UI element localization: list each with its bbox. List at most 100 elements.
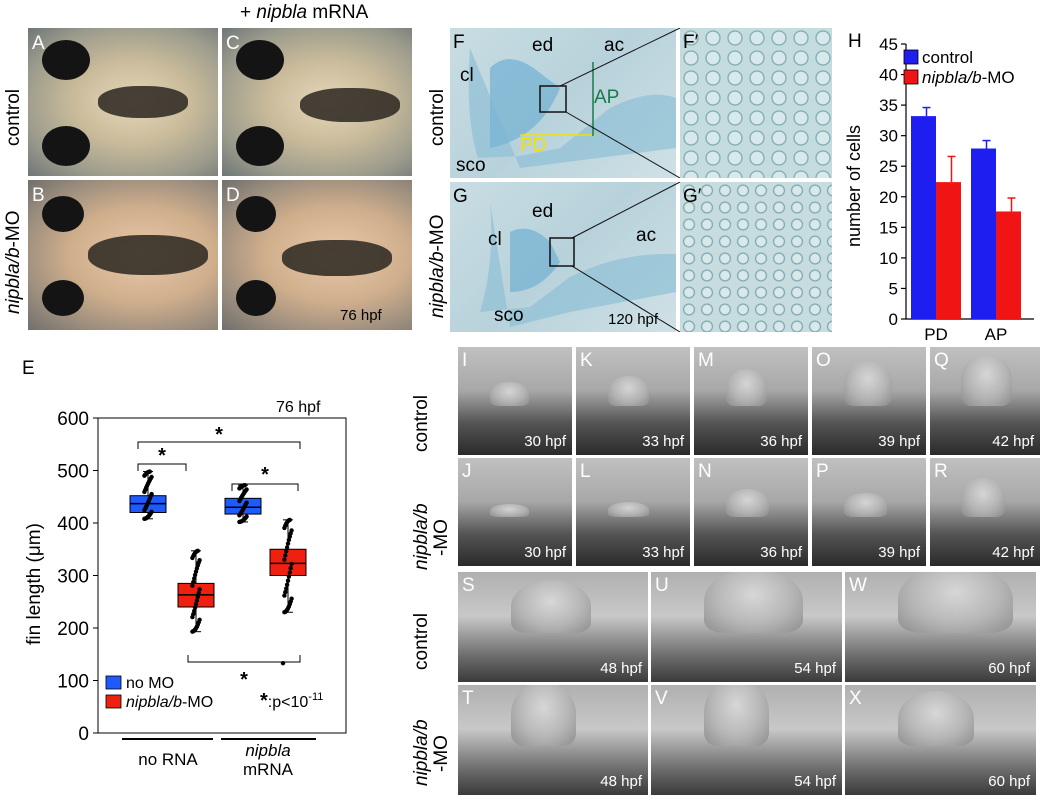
legend-swatch-mo xyxy=(105,694,122,709)
y-tick-label: 200 xyxy=(57,619,89,640)
panel-d-time: 76 hpf xyxy=(340,307,382,324)
y-tick-label: 40 xyxy=(879,66,898,85)
y-tick-label: 600 xyxy=(57,409,89,430)
time-label: 60 hpf xyxy=(988,660,1030,677)
data-point xyxy=(283,553,288,558)
data-point xyxy=(289,528,294,533)
panel-letter-e: E xyxy=(22,358,35,379)
legend-label-control: control xyxy=(922,48,973,67)
fin-bud-shape xyxy=(961,478,1005,517)
pigment-shape xyxy=(282,240,392,276)
data-point xyxy=(288,565,293,571)
fin-bud-shape xyxy=(898,691,974,746)
panel-a-row-mo: nipbla/b-MO xyxy=(3,210,24,315)
y-tick-label: 400 xyxy=(57,514,89,535)
label-ap: AP xyxy=(594,87,620,108)
y-tick-label: 35 xyxy=(879,96,898,115)
time-label: 30 hpf xyxy=(524,433,566,450)
pigment-shape xyxy=(88,235,208,275)
panel-letter-f: F xyxy=(453,32,465,53)
timecourse-tile: J 30 hpf xyxy=(458,458,572,566)
fin-bud-shape xyxy=(704,572,803,633)
data-point xyxy=(149,474,154,480)
y-tick-label: 15 xyxy=(879,218,898,237)
data-point xyxy=(194,598,200,603)
data-point xyxy=(191,579,196,585)
time-label: 42 hpf xyxy=(992,433,1034,450)
panel-g-time: 120 hpf xyxy=(608,311,659,328)
fin-bud-shape xyxy=(844,493,887,517)
data-point xyxy=(284,586,289,591)
data-point xyxy=(282,557,287,562)
data-point xyxy=(195,548,200,554)
fin-bud-shape xyxy=(704,685,769,746)
panel-letter-c: C xyxy=(226,33,240,54)
data-point xyxy=(195,594,200,600)
panel-j-row-mo-rest: -MO xyxy=(431,519,452,556)
panel-letter-g: G xyxy=(453,186,468,207)
zoom-lines-g xyxy=(572,182,681,332)
bar xyxy=(971,148,996,319)
sig-bracket xyxy=(137,441,301,449)
zoom-lines-f xyxy=(560,28,681,178)
data-point xyxy=(192,572,198,578)
data-point xyxy=(244,514,249,519)
legend-swatch-control xyxy=(903,49,919,65)
label-ed: ed xyxy=(532,35,554,56)
data-point xyxy=(192,608,197,614)
eye-shape xyxy=(236,196,276,232)
panel-f-image: F cl ed ac AP PD sco xyxy=(450,28,676,178)
legend-label-mo: nipbla/b-MO xyxy=(922,68,1015,87)
data-point xyxy=(149,509,154,515)
panel-i-row-control: control xyxy=(411,394,432,452)
legend-label-no-mo: no MO xyxy=(126,675,174,692)
timecourse-tile: Q 42 hpf xyxy=(930,347,1040,455)
timecourse-tile: V 54 hpf xyxy=(651,685,842,795)
box xyxy=(269,548,307,576)
fin-bud-shape xyxy=(511,580,591,633)
panel-letter: L xyxy=(580,461,591,482)
panel-letter: J xyxy=(462,461,472,482)
fin-bud-shape xyxy=(608,376,649,406)
time-label: 48 hpf xyxy=(600,773,642,790)
panel-t-row-mo-gene: nipbla/b xyxy=(411,719,432,786)
y-tick-label: 100 xyxy=(57,672,89,693)
timecourse-tile: K 33 hpf xyxy=(576,347,690,455)
bar xyxy=(996,211,1021,319)
y-tick-label: 0 xyxy=(78,724,89,745)
eye-shape xyxy=(42,126,90,166)
timecourse-tile: M 36 hpf xyxy=(694,347,808,455)
data-point xyxy=(284,549,289,554)
panel-a-image: A xyxy=(28,28,218,176)
bar-chart: number of cells 0 5 10 15 20 25 30 35 40 45 PD AP c… xyxy=(844,36,1034,344)
x-tick-label: PD xyxy=(924,325,948,344)
data-point xyxy=(197,587,202,592)
y-axis-label: fin length (μm) xyxy=(24,523,45,645)
legend-swatch-mo xyxy=(903,69,919,85)
y-tick-label: 0 xyxy=(889,310,898,329)
timecourse-tile: R 42 hpf xyxy=(930,458,1040,566)
panel-letter: I xyxy=(462,350,468,371)
panel-letter: V xyxy=(655,688,668,709)
fin-bud-shape xyxy=(726,369,767,406)
data-point xyxy=(287,517,292,523)
panel-c-image: C xyxy=(222,28,412,176)
data-point xyxy=(192,605,198,610)
data-point xyxy=(244,487,249,492)
timecourse-tile: O 39 hpf xyxy=(812,347,926,455)
sig-bracket xyxy=(137,463,187,471)
bar xyxy=(911,116,936,319)
panel-letter-a: A xyxy=(32,33,45,54)
data-point xyxy=(197,617,202,623)
panel-f-row-control: control xyxy=(427,88,448,146)
box-plot: 76 hpf fin length (μm) 0 100 200 300 400 500 6… xyxy=(24,399,347,779)
pigment-shape xyxy=(300,88,400,122)
data-point xyxy=(286,574,292,579)
fin-drawing xyxy=(468,48,676,168)
data-point xyxy=(147,469,152,474)
data-point xyxy=(242,483,247,488)
y-tick-label: 5 xyxy=(889,279,898,298)
label-sco: sco xyxy=(456,155,486,176)
time-label: 54 hpf xyxy=(794,773,836,790)
y-tick-label: 45 xyxy=(879,36,898,54)
